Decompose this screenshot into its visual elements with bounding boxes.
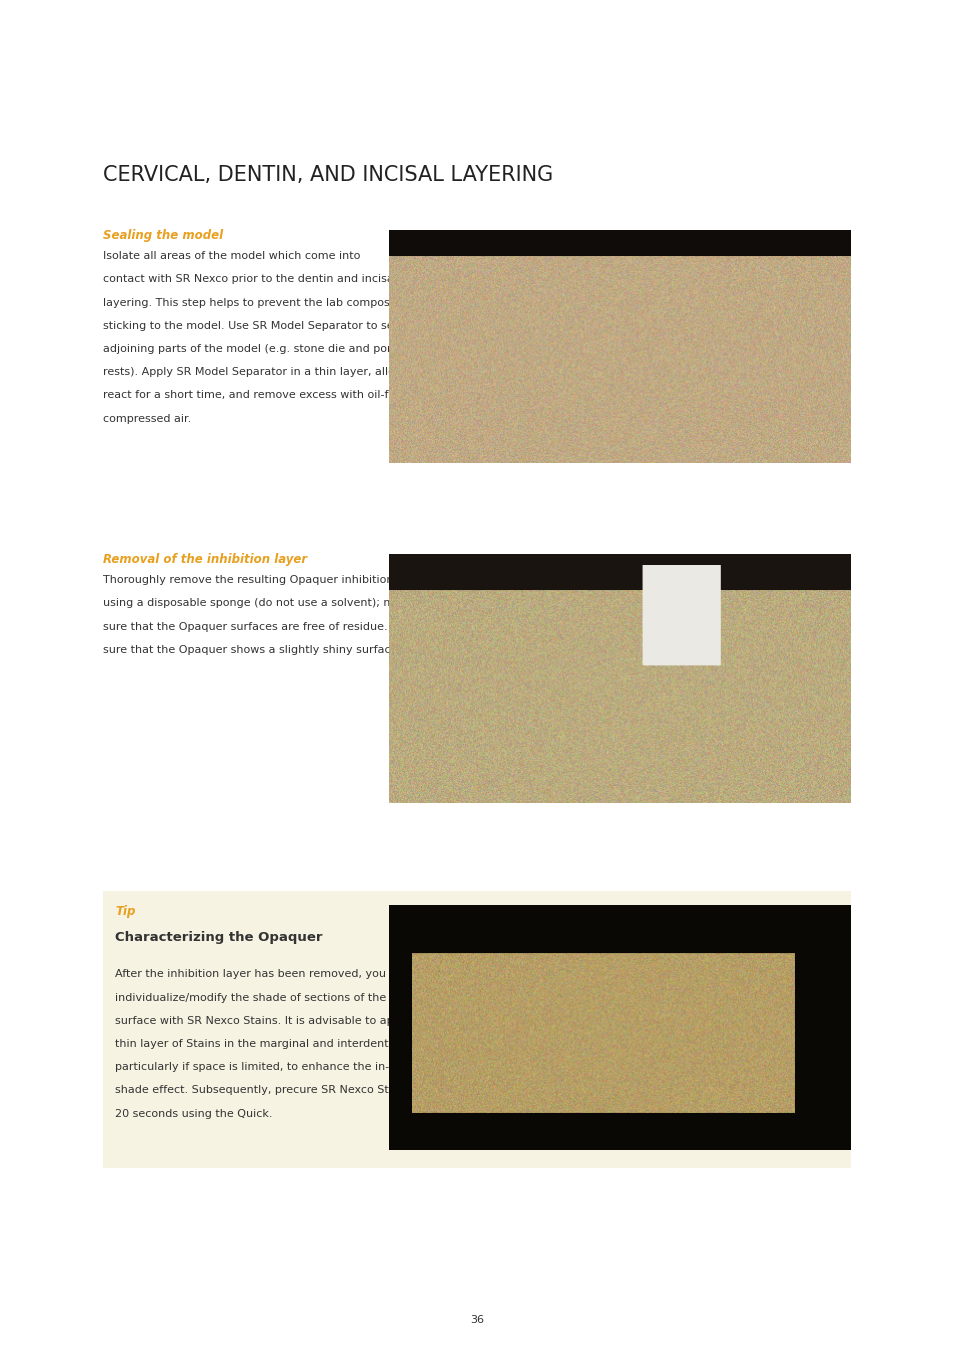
Text: 36: 36 — [470, 1315, 483, 1324]
Text: CERVICAL, DENTIN, AND INCISAL LAYERING: CERVICAL, DENTIN, AND INCISAL LAYERING — [103, 165, 553, 185]
Text: layering. This step helps to prevent the lab composite from: layering. This step helps to prevent the… — [103, 297, 434, 308]
Text: thin layer of Stains in the marginal and interdental area,: thin layer of Stains in the marginal and… — [115, 1040, 431, 1049]
Text: Characterizing the Opaquer: Characterizing the Opaquer — [115, 931, 323, 945]
Text: using a disposable sponge (do not use a solvent); make: using a disposable sponge (do not use a … — [103, 598, 414, 609]
Text: Thoroughly remove the resulting Opaquer inhibition layer: Thoroughly remove the resulting Opaquer … — [103, 575, 425, 585]
Text: Sealing the model: Sealing the model — [103, 230, 223, 243]
Text: After the inhibition layer has been removed, you may: After the inhibition layer has been remo… — [115, 969, 414, 979]
Text: compressed air.: compressed air. — [103, 413, 192, 424]
Text: adjoining parts of the model (e.g. stone die and pontic: adjoining parts of the model (e.g. stone… — [103, 344, 407, 354]
Text: sure that the Opaquer surfaces are free of residue. Make: sure that the Opaquer surfaces are free … — [103, 621, 420, 632]
Text: surface with SR Nexco Stains. It is advisable to apply a: surface with SR Nexco Stains. It is advi… — [115, 1015, 420, 1026]
Text: shade effect. Subsequently, precure SR Nexco Stains for: shade effect. Subsequently, precure SR N… — [115, 1085, 431, 1095]
Text: react for a short time, and remove excess with oil-free: react for a short time, and remove exces… — [103, 390, 406, 401]
Text: particularly if space is limited, to enhance the in-depth: particularly if space is limited, to enh… — [115, 1062, 422, 1072]
FancyBboxPatch shape — [103, 891, 850, 1168]
Text: Tip: Tip — [115, 904, 135, 918]
Text: rests). Apply SR Model Separator in a thin layer, allow to: rests). Apply SR Model Separator in a th… — [103, 367, 418, 377]
Text: Isolate all areas of the model which come into: Isolate all areas of the model which com… — [103, 251, 360, 261]
Text: sure that the Opaquer shows a slightly shiny surface.: sure that the Opaquer shows a slightly s… — [103, 645, 400, 655]
Text: individualize/modify the shade of sections of the Opaquer: individualize/modify the shade of sectio… — [115, 992, 438, 1003]
Text: sticking to the model. Use SR Model Separator to seal: sticking to the model. Use SR Model Sepa… — [103, 321, 403, 331]
Text: contact with SR Nexco prior to the dentin and incisal: contact with SR Nexco prior to the denti… — [103, 274, 396, 285]
Text: 20 seconds using the Quick.: 20 seconds using the Quick. — [115, 1108, 273, 1119]
Text: Removal of the inhibition layer: Removal of the inhibition layer — [103, 554, 307, 567]
